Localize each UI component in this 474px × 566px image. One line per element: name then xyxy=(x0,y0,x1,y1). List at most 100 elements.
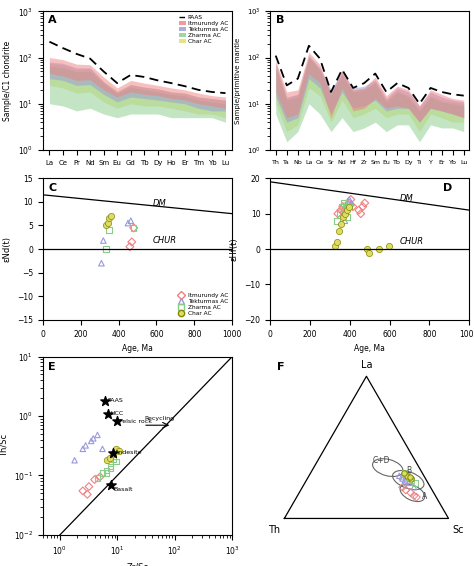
Point xyxy=(333,216,341,225)
Text: PAAS: PAAS xyxy=(108,398,123,404)
Text: Andesite: Andesite xyxy=(115,451,143,455)
Point xyxy=(99,444,106,453)
Point xyxy=(109,449,117,458)
Point xyxy=(404,471,411,481)
Point xyxy=(343,202,351,211)
Point xyxy=(342,205,349,215)
Point xyxy=(102,221,110,230)
Y-axis label: εHf(t): εHf(t) xyxy=(230,237,239,261)
Point xyxy=(71,456,78,465)
Point xyxy=(407,488,415,498)
Point xyxy=(105,409,112,418)
Point xyxy=(105,214,113,223)
Point xyxy=(346,195,353,204)
Point xyxy=(355,205,363,215)
Legend: Itmurundy AC, Tekturmas AC, Zharma AC, Char AC: Itmurundy AC, Tekturmas AC, Zharma AC, C… xyxy=(174,293,229,317)
Point xyxy=(337,220,345,229)
Point xyxy=(341,216,348,225)
Point xyxy=(407,474,415,483)
Point xyxy=(404,471,411,481)
Point xyxy=(339,202,346,211)
Point xyxy=(107,453,114,462)
Point xyxy=(402,486,410,495)
Point xyxy=(107,462,114,471)
Point xyxy=(100,236,107,245)
Point xyxy=(99,469,106,478)
Point xyxy=(334,238,341,247)
Text: DM: DM xyxy=(153,199,166,208)
Point xyxy=(112,457,120,466)
Text: CHUR: CHUR xyxy=(153,236,177,245)
Point xyxy=(108,481,115,490)
Point xyxy=(341,205,348,215)
Point xyxy=(344,213,351,222)
Point xyxy=(404,478,412,487)
Text: A: A xyxy=(48,15,57,25)
Point xyxy=(365,248,373,257)
Point xyxy=(406,473,414,482)
Point xyxy=(407,474,415,483)
Point xyxy=(359,202,366,211)
Text: DM: DM xyxy=(400,194,413,203)
Point xyxy=(385,241,392,250)
X-axis label: Zr/Sc: Zr/Sc xyxy=(127,563,148,566)
Point xyxy=(127,216,135,225)
Point xyxy=(105,226,113,235)
Point xyxy=(94,474,101,483)
Point xyxy=(408,475,415,484)
Point xyxy=(395,471,403,481)
Point xyxy=(375,245,383,254)
Legend: PAAS, Itmurundy AC, Tekturmas AC, Zharma AC, Char AC: PAAS, Itmurundy AC, Tekturmas AC, Zharma… xyxy=(178,14,229,45)
Point xyxy=(87,436,95,445)
Y-axis label: Th/Sc: Th/Sc xyxy=(0,434,8,457)
Point xyxy=(363,245,371,254)
Point xyxy=(331,241,338,250)
Point xyxy=(112,444,120,453)
Point xyxy=(114,417,121,426)
Point xyxy=(401,475,409,484)
Point xyxy=(401,469,408,478)
Point xyxy=(126,242,134,251)
Text: C+D: C+D xyxy=(373,456,391,465)
Point xyxy=(94,430,101,439)
Text: C: C xyxy=(48,182,56,192)
Point xyxy=(85,482,93,491)
Point xyxy=(347,199,355,208)
Text: CHUR: CHUR xyxy=(400,237,424,246)
Point xyxy=(410,483,418,492)
Point xyxy=(91,475,98,484)
Point xyxy=(101,396,109,405)
Point xyxy=(361,199,368,208)
Text: B: B xyxy=(276,15,284,25)
Point xyxy=(104,218,111,228)
Point xyxy=(347,195,355,204)
Text: UCC: UCC xyxy=(110,411,124,416)
Text: F: F xyxy=(277,362,284,372)
Point xyxy=(401,469,408,478)
Text: B: B xyxy=(407,466,412,475)
Point xyxy=(340,213,347,222)
Point xyxy=(109,454,117,464)
Point xyxy=(344,202,351,211)
Point xyxy=(107,212,114,221)
Point xyxy=(399,474,406,483)
Text: Recycling: Recycling xyxy=(145,416,175,421)
Point xyxy=(103,466,110,475)
Point xyxy=(79,486,87,495)
Point xyxy=(96,472,104,481)
Point xyxy=(398,473,406,482)
Y-axis label: Sample/primitive mantle: Sample/primitive mantle xyxy=(235,37,241,124)
X-axis label: Age, Ma: Age, Ma xyxy=(122,344,153,353)
Point xyxy=(115,446,122,455)
Point xyxy=(337,205,345,215)
X-axis label: Age, Ma: Age, Ma xyxy=(354,344,385,353)
Point xyxy=(79,444,87,453)
Point xyxy=(336,209,343,218)
Text: A: A xyxy=(422,492,428,501)
Text: Th: Th xyxy=(268,525,281,535)
Point xyxy=(399,483,406,492)
Point xyxy=(403,470,410,479)
Y-axis label: εNd(t): εNd(t) xyxy=(2,236,11,262)
Y-axis label: Sample/C1 chondrite: Sample/C1 chondrite xyxy=(3,41,12,121)
Text: Basalt: Basalt xyxy=(113,487,133,492)
